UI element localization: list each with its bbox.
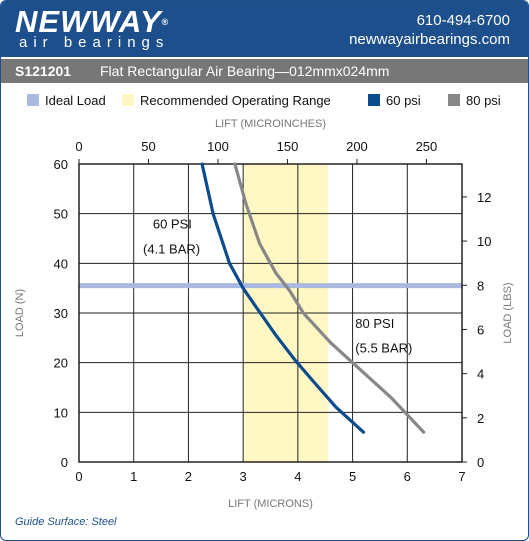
header-bar: NEWWAY® air bearings 610-494-6700 newway… [1,1,528,57]
top-tick-label: 200 [346,139,368,154]
legend-swatch-3 [448,94,460,106]
y-tick-label: 30 [54,306,68,321]
legend-swatch-1 [122,94,134,106]
y-tick-label: 20 [54,356,68,371]
legend-label-2: 60 psi [386,93,421,108]
top-tick-label: 250 [416,139,438,154]
top-tick-label: 50 [141,139,155,154]
x-tick-label: 0 [75,469,82,484]
website-link[interactable]: newwayairbearings.com [349,31,510,48]
y-tick-label: 10 [54,405,68,420]
top-tick-label: 0 [75,139,82,154]
series-annotation: (4.1 BAR) [143,241,200,256]
x-tick-label: 1 [130,469,137,484]
y-tick-label: 50 [54,207,68,222]
phone-number: 610-494-6700 [416,12,510,29]
x-axis-label-top: LIFT (MICROINCHES) [215,118,326,130]
y-tick-label: 60 [54,157,68,172]
right-tick-label: 6 [477,322,484,337]
top-tick-label: 100 [207,139,229,154]
title-bar: S121201 Flat Rectangular Air Bearing—012… [1,59,528,83]
y-tick-label: 0 [61,455,68,470]
y-axis-label-left: LOAD (N) [14,289,26,337]
right-tick-label: 10 [477,234,491,249]
y-axis-label-right: LOAD (LBS) [502,282,514,343]
series-annotation: 60 PSI [153,217,192,232]
series-annotation: 80 PSI [355,316,394,331]
brand-logo: NEWWAY® [15,4,170,39]
x-axis-label-bottom: LIFT (MICRONS) [228,498,313,510]
guide-surface-note: Guide Surface: Steel [15,516,117,528]
legend-label-3: 80 psi [466,93,501,108]
y-tick-label: 40 [54,256,68,271]
right-tick-label: 2 [477,411,484,426]
series-annotation: (5.5 BAR) [355,341,412,356]
x-tick-label: 6 [404,469,411,484]
legend: Ideal Load Recommended Operating Range 60 … [27,93,501,108]
right-tick-label: 8 [477,278,484,293]
right-tick-label: 12 [477,190,491,205]
part-description: Flat Rectangular Air Bearing—012mmx024mm [100,63,390,79]
x-tick-label: 4 [294,469,301,484]
x-tick-label: 2 [185,469,192,484]
series-line-60psi [200,162,366,434]
x-tick-label: 3 [240,469,247,484]
top-tick-label: 150 [277,139,299,154]
legend-label-0: Ideal Load [45,93,106,108]
legend-swatch-0 [27,94,39,106]
right-tick-label: 4 [477,367,484,382]
series-line-80psi [233,162,426,434]
legend-label-1: Recommended Operating Range [140,93,331,108]
part-number: S121201 [15,63,72,79]
plot-frame [78,163,463,463]
right-tick-label: 0 [477,455,484,470]
legend-swatch-2 [368,94,380,106]
x-tick-label: 7 [458,469,465,484]
brand-tagline: air bearings [19,34,170,51]
x-tick-label: 5 [349,469,356,484]
